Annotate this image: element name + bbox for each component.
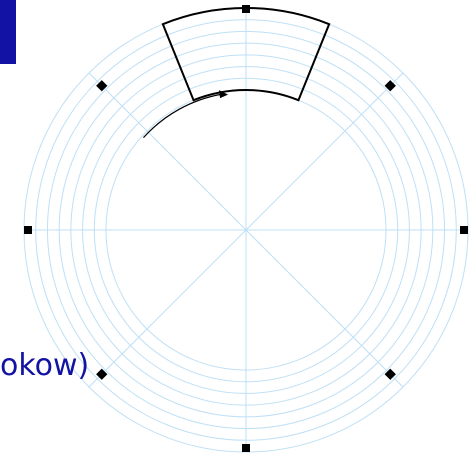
sector-marker [460,226,468,234]
sector-marker [384,368,396,380]
disk-spoke [88,72,247,231]
partial-caption: okow) [0,348,90,383]
sector-marker [24,226,32,234]
sector-marker [242,444,250,452]
rotation-arrow-head [219,90,229,99]
disk-spoke [88,229,247,388]
disk-spokes [24,8,468,452]
highlighted-sector [161,7,331,102]
rotation-arrow [143,93,223,139]
disk-spoke [245,72,404,231]
disk-spoke [245,229,404,388]
slide-accent-block [0,0,16,64]
sector-marker [242,5,250,13]
